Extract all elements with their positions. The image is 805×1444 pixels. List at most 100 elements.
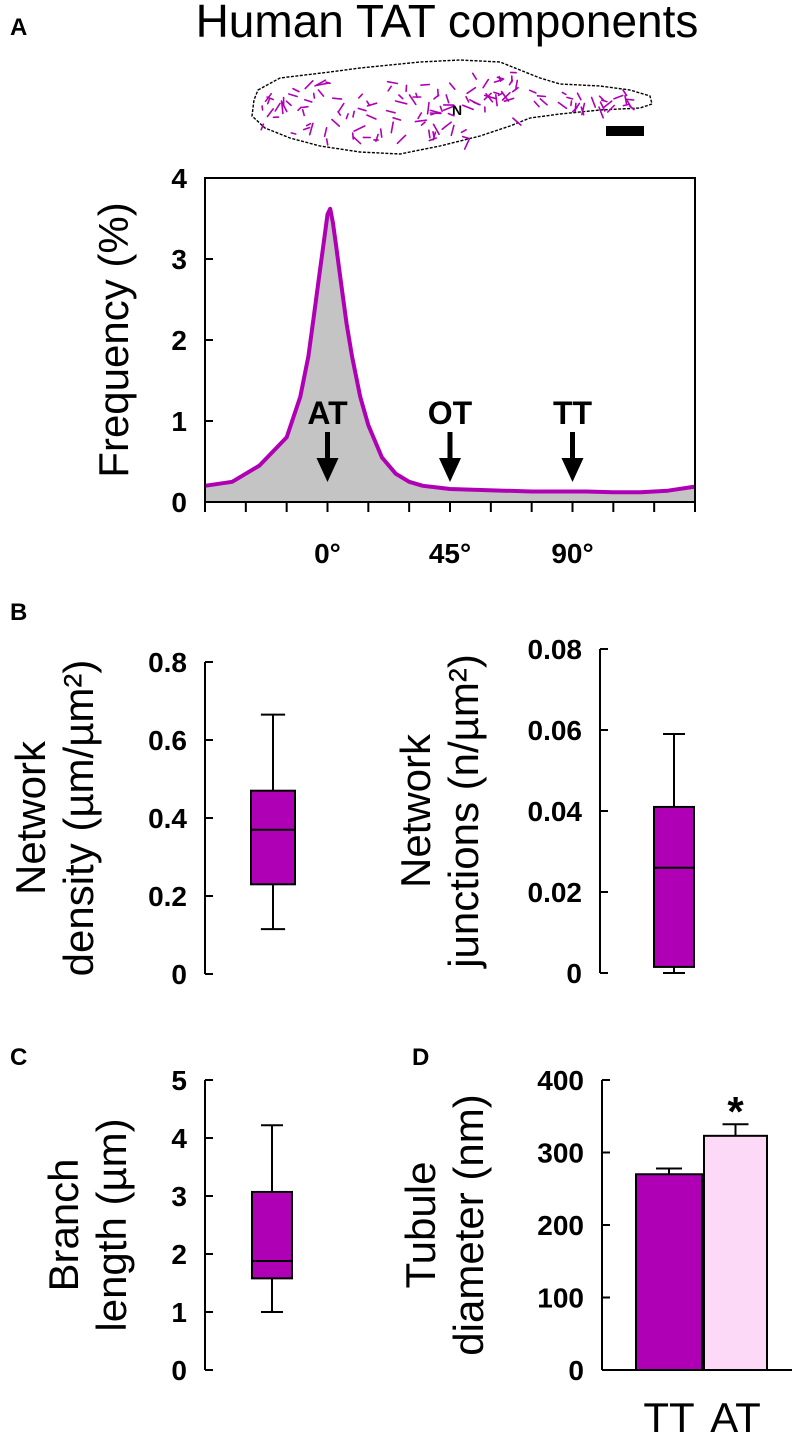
tubule-segment — [301, 105, 309, 109]
tubule-segment — [420, 121, 426, 126]
tubule-segment — [287, 93, 298, 98]
tubule-segment — [305, 122, 312, 127]
tubule-segment — [297, 106, 303, 112]
tubule-segment — [433, 94, 440, 100]
significance-star: * — [727, 1088, 744, 1135]
tubule-segment — [460, 129, 467, 134]
y-tick-label: 4 — [171, 163, 187, 194]
tubule-segment — [496, 76, 505, 80]
density-y-tick-label: 0 — [171, 959, 187, 990]
tubule-segment — [576, 92, 582, 101]
branch-y-axis-label-line-1: Branch — [40, 1158, 87, 1291]
tubule-segment — [515, 79, 519, 89]
tubule-segment — [622, 103, 630, 107]
junctions-y-tick-label: 0 — [566, 958, 582, 989]
tubule-segment — [461, 104, 474, 111]
panel-c-branch-length-chart: 0 1 2 3 4 5 Branch length (µm) — [40, 1065, 293, 1386]
tubule-segment — [557, 101, 568, 110]
tubule-segment — [266, 108, 275, 118]
tubule-segment — [428, 137, 438, 142]
tubule-segment — [408, 94, 417, 106]
tubule-segment — [398, 94, 404, 100]
tubule-segment — [414, 119, 428, 123]
diameter-y-tick-label: 400 — [537, 1065, 584, 1096]
junctions-y-axis-label-group: Network junctions (n/µm²) — [392, 654, 487, 970]
density-y-tick-label: 0.4 — [148, 803, 187, 834]
tubule-segment — [508, 79, 514, 86]
y-tick-label: 1 — [171, 406, 187, 437]
density-y-tick-label: 0.2 — [148, 881, 187, 912]
x-category-label-at: AT — [710, 1394, 761, 1441]
x-tick-label: 90° — [551, 538, 593, 569]
tubule-segment — [331, 118, 341, 127]
tubule-segment — [317, 89, 325, 97]
tubule-segment — [501, 91, 511, 101]
tubule-segment — [337, 102, 345, 113]
tubule-segment — [598, 106, 605, 119]
tubule-segment — [266, 96, 275, 101]
tubule-segment — [366, 114, 377, 120]
branch-y-tick-label: 5 — [171, 1065, 187, 1096]
density-y-tick-label: 0.6 — [148, 725, 187, 756]
tubule-segment — [366, 102, 378, 107]
tubule-segment — [308, 122, 314, 136]
tubule-segment — [442, 105, 454, 111]
tubule-segment — [573, 102, 581, 112]
cell-outline — [251, 59, 653, 155]
y-tick-label: 3 — [171, 244, 187, 275]
tubule-segment — [561, 91, 567, 96]
tubule-segment — [357, 107, 367, 112]
branch-y-tick-label: 0 — [171, 1355, 187, 1386]
tubule-segment — [471, 72, 478, 80]
x-tick-label: 45° — [429, 538, 471, 569]
tubule-segment — [624, 95, 628, 105]
box-iqr — [250, 789, 296, 886]
junctions-y-tick-label: 0.08 — [528, 634, 583, 665]
tubule-segment — [337, 110, 342, 116]
panel-label-b: B — [10, 599, 27, 626]
tubule-segment — [303, 98, 313, 103]
tubule-segment — [472, 101, 481, 106]
tubule-segment — [323, 127, 328, 138]
tubule-segment — [312, 92, 316, 99]
tubule-segment — [385, 109, 396, 114]
tubule-segment — [352, 136, 362, 145]
y-axis-label: Frequency (%) — [90, 202, 137, 477]
tubule-segment — [394, 100, 408, 105]
junctions-y-tick-label: 0.06 — [528, 715, 583, 746]
tubule-segment — [266, 98, 271, 105]
tubule-segment — [622, 89, 628, 97]
tubule-segment — [465, 95, 470, 103]
tubule-segment — [483, 94, 497, 100]
y-tick-label: 2 — [171, 325, 187, 356]
tubule-segment — [566, 96, 574, 100]
branch-y-axis-label-group: Branch length (µm) — [40, 1118, 135, 1331]
annotation-label-ot: OT — [428, 395, 473, 431]
cell-outline-illustration: N — [251, 59, 653, 155]
annotation-label-at: AT — [307, 395, 348, 431]
junctions-y-tick-label: 0.02 — [528, 877, 583, 908]
tubule-segment — [599, 101, 606, 112]
tubule-segment — [417, 112, 423, 120]
x-tick-label: 0° — [314, 538, 341, 569]
tubule-segment — [590, 96, 597, 108]
tubule-segment — [353, 125, 366, 132]
y-axis-label-group: Frequency (%) — [90, 202, 137, 477]
branch-y-axis-label-line-2: length (µm) — [88, 1118, 135, 1331]
tubule-segment — [629, 105, 635, 111]
panel-b-network-density-chart: 0 0.2 0.4 0.6 0.8 Network density (µm/µm²) — [7, 647, 296, 990]
junctions-y-tick-label: 0.04 — [528, 796, 583, 827]
tubule-segment — [261, 105, 264, 111]
tubule-segment — [606, 104, 616, 113]
tubule-segment — [625, 98, 635, 101]
box-iqr — [653, 805, 695, 968]
tubule-segment — [314, 79, 327, 87]
panel-label-c: C — [10, 1044, 27, 1071]
tubule-segment — [533, 100, 540, 108]
tubule-segment — [439, 105, 444, 113]
bar-at — [703, 1134, 768, 1371]
tubule-segment — [450, 124, 455, 137]
tubule-segment — [441, 121, 452, 130]
panel-label-a: A — [10, 14, 27, 41]
